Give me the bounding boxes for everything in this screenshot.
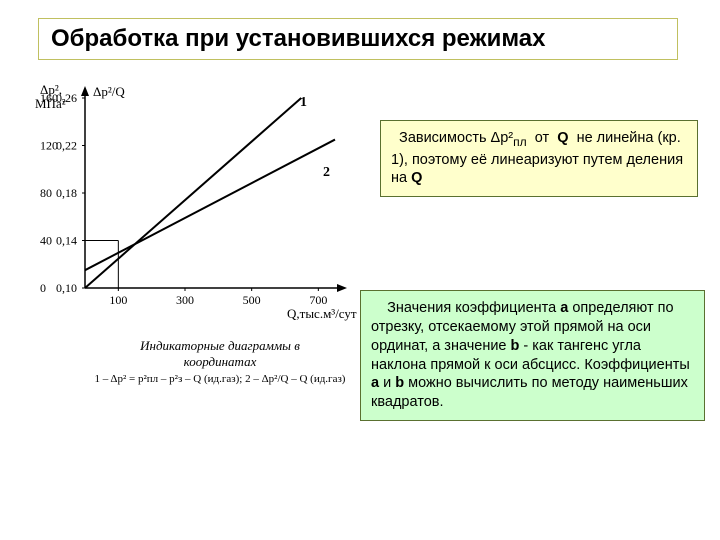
- svg-text:0: 0: [40, 281, 46, 295]
- svg-text:2: 2: [323, 165, 330, 180]
- chart-svg: 040801201600,100,140,180,220,26100300500…: [20, 80, 360, 340]
- chart-caption: Индикаторные диаграммы в координатах 1 –…: [80, 338, 360, 428]
- svg-text:80: 80: [40, 186, 52, 200]
- svg-text:500: 500: [243, 293, 261, 307]
- svg-text:700: 700: [309, 293, 327, 307]
- note-coefficients: Значения коэффициента а определяют по от…: [360, 290, 705, 421]
- svg-text:Δp²/Q: Δp²/Q: [93, 84, 125, 99]
- svg-text:1: 1: [300, 95, 307, 110]
- caption-line-1: Индикаторные диаграммы в: [80, 338, 360, 354]
- svg-text:40: 40: [40, 234, 52, 248]
- slide-title: Обработка при установившихся режимах: [38, 18, 678, 60]
- caption-line-3: 1 – Δp² = p²пл – p²з – Q (ид.газ); 2 – Δ…: [80, 373, 360, 387]
- svg-text:100: 100: [109, 293, 127, 307]
- svg-text:0,14: 0,14: [56, 234, 77, 248]
- svg-text:Δp²,: Δp²,: [40, 82, 62, 97]
- svg-text:0,10: 0,10: [56, 281, 77, 295]
- svg-text:Q,тыс.м³/сут: Q,тыс.м³/сут: [287, 306, 357, 321]
- svg-text:0,18: 0,18: [56, 186, 77, 200]
- svg-text:300: 300: [176, 293, 194, 307]
- note-linearization: Зависимость Δp²пл от Q не линейна (кр. 1…: [380, 120, 698, 197]
- svg-text:МПа²: МПа²: [35, 96, 66, 111]
- indicator-chart: 040801201600,100,140,180,220,26100300500…: [20, 80, 360, 390]
- caption-line-2: координатах: [80, 354, 360, 370]
- svg-text:0,22: 0,22: [56, 139, 77, 153]
